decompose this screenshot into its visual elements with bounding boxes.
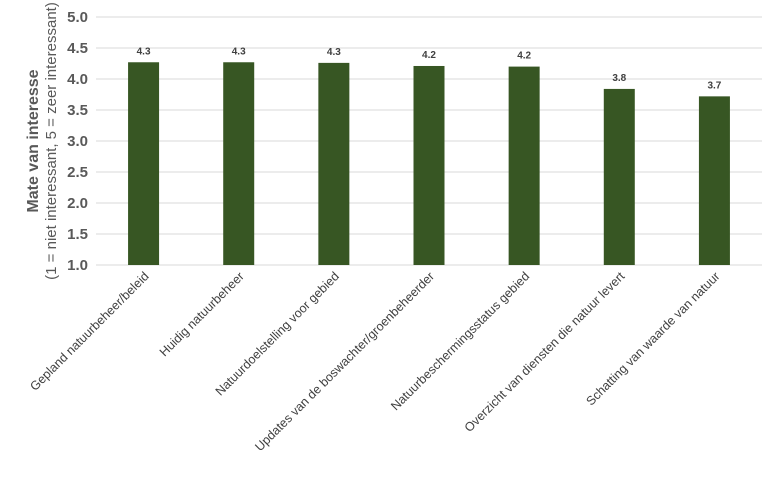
bar (603, 88, 635, 265)
y-tick-label: 3.0 (67, 133, 88, 150)
y-tick-label: 2.0 (67, 195, 88, 212)
bar (318, 62, 350, 265)
y-axis-label: Mate van interesse (25, 69, 42, 212)
y-tick-label: 1.0 (67, 257, 88, 274)
bar (128, 62, 160, 266)
data-labels: 4.3 4.3 4.3 4.2 4.2 3.8 3.7 (137, 46, 722, 91)
category-label: Huidig natuurbeheer (157, 269, 247, 359)
data-label: 4.2 (422, 50, 436, 61)
category-label: Updates van de boswachter/groenbeheerder (252, 269, 437, 454)
category-labels: Gepland natuurbeheer/beleid Huidig natuur… (27, 269, 722, 454)
bar (413, 65, 445, 265)
category-label: Gepland natuurbeheer/beleid (27, 269, 151, 393)
y-axis-sublabel: (1 = niet interessant, 5 = zeer interess… (43, 2, 60, 280)
data-label: 4.2 (517, 51, 531, 62)
data-label: 4.3 (232, 46, 246, 57)
y-tick-label: 2.5 (67, 164, 88, 181)
y-tick-label: 5.0 (67, 9, 88, 26)
data-label: 4.3 (327, 47, 341, 58)
y-tick-label: 4.5 (67, 40, 88, 57)
bars (128, 62, 730, 266)
data-label: 3.7 (707, 80, 721, 91)
y-tick-label: 3.5 (67, 102, 88, 119)
y-tick-label: 1.5 (67, 226, 88, 243)
y-tick-labels: 1.0 1.5 2.0 2.5 3.0 3.5 4.0 4.5 5.0 (67, 9, 88, 274)
bar (223, 62, 255, 266)
y-axis-title: Mate van interesse (1 = niet interessant… (25, 2, 60, 280)
bar (698, 96, 730, 265)
category-label: Overzicht van diensten die natuur levert (462, 269, 628, 435)
data-label: 4.3 (137, 46, 151, 57)
y-tick-label: 4.0 (67, 71, 88, 88)
bar (508, 66, 540, 265)
data-label: 3.8 (612, 73, 626, 84)
